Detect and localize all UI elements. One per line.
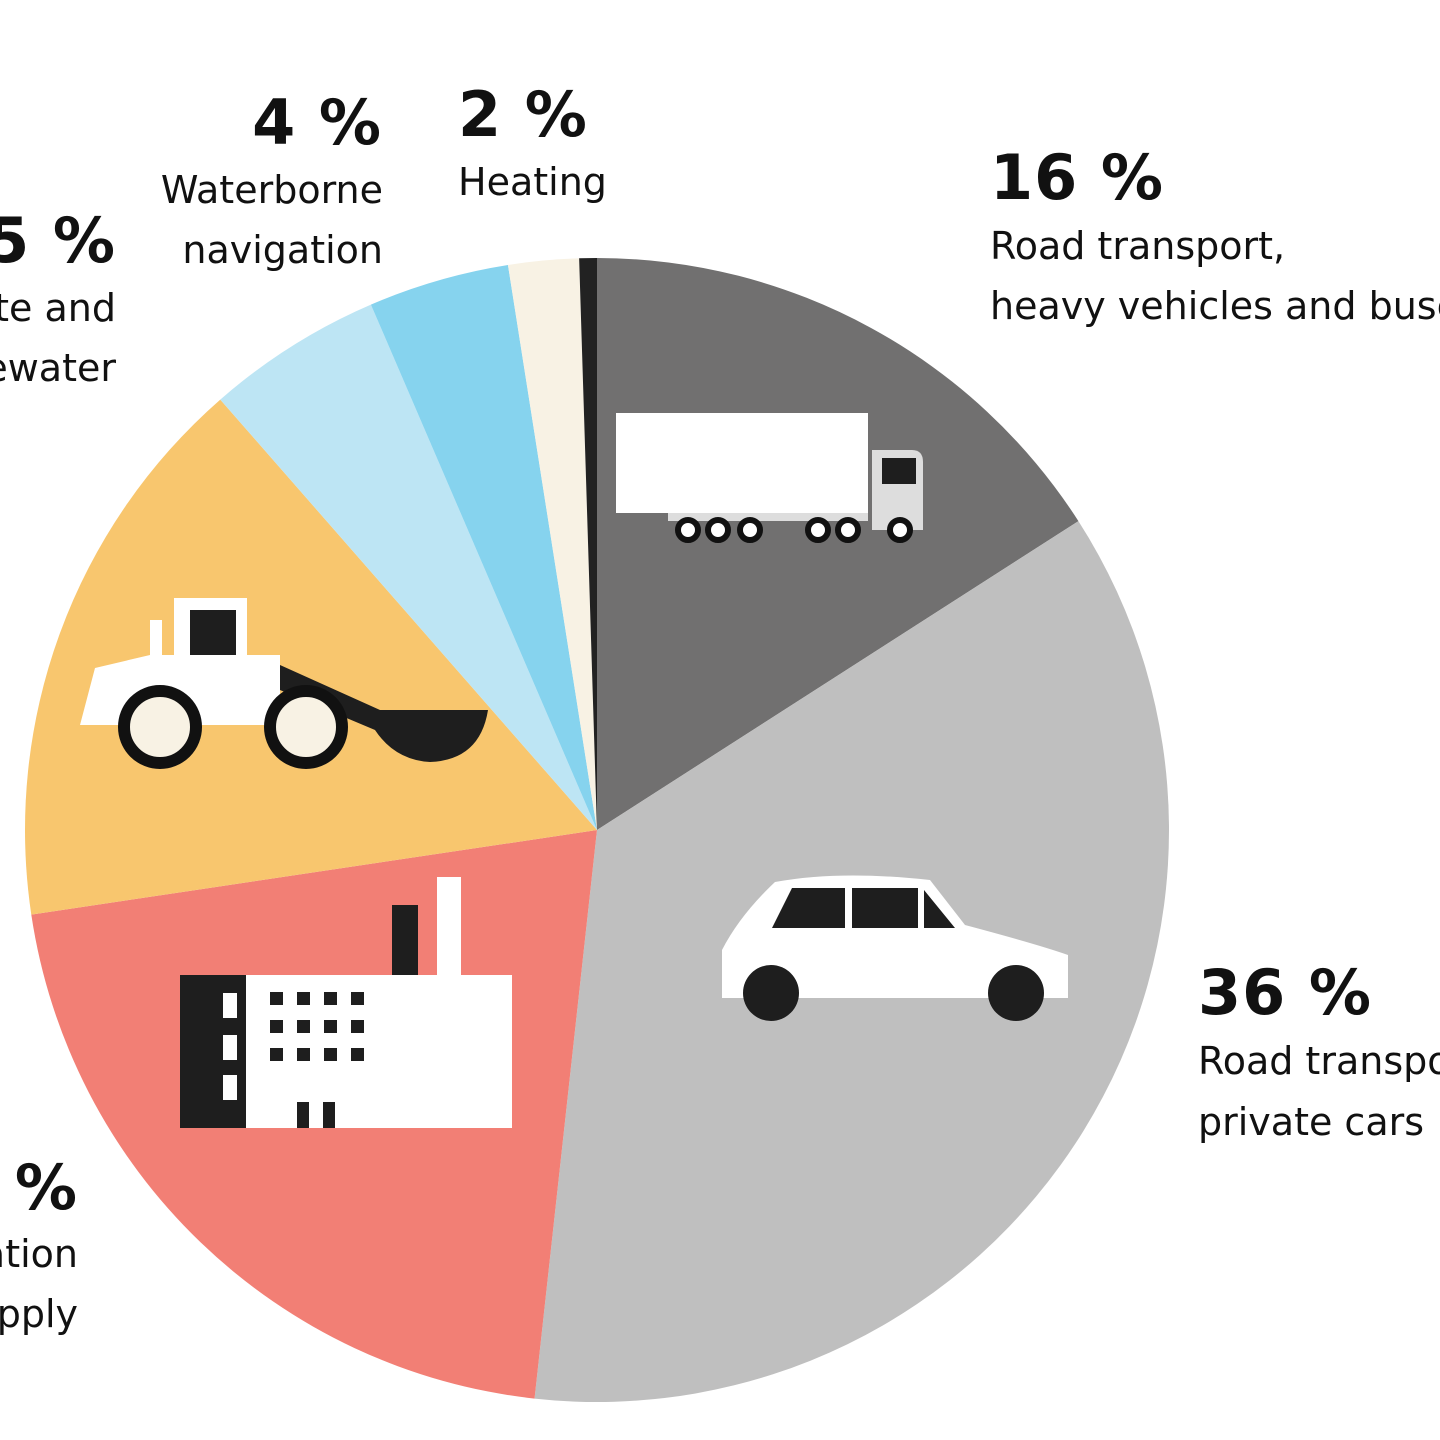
energy-label-2: pply xyxy=(0,1292,78,1336)
waterborne-label-2: navigation xyxy=(182,228,383,272)
cars-label-2: private cars xyxy=(1198,1100,1425,1144)
truck-icon xyxy=(616,413,923,543)
pie-slice-waterborne xyxy=(370,264,597,830)
factory-window xyxy=(270,1020,283,1033)
heating-label: Heating xyxy=(458,160,607,204)
factory-window xyxy=(270,992,283,1005)
waste-label-2: ewater xyxy=(0,346,116,390)
factory-window xyxy=(297,1048,310,1061)
cars-label-1: Road transpo xyxy=(1198,1039,1440,1083)
factory-window xyxy=(270,1048,283,1061)
heavy-label-2: heavy vehicles and buse xyxy=(990,284,1440,328)
factory-window xyxy=(351,1048,364,1061)
heavy-label-1: Road transport, xyxy=(990,224,1286,268)
wheel-loader-icon xyxy=(80,598,488,769)
energy-pct: % xyxy=(14,1151,78,1224)
pie-slice-waste xyxy=(220,304,597,830)
factory-window xyxy=(297,992,310,1005)
factory-window xyxy=(324,1048,337,1061)
waste-label-1: te and xyxy=(0,286,116,330)
factory-window xyxy=(297,1020,310,1033)
heavy-pct: 16 % xyxy=(990,141,1164,214)
factory-window xyxy=(324,992,337,1005)
waterborne-pct: 4 % xyxy=(252,86,382,159)
factory-window xyxy=(324,1020,337,1033)
pie-slice-heating xyxy=(507,258,597,831)
pie-slice-machinery xyxy=(24,399,597,915)
pie-slice-heavy xyxy=(597,258,1079,830)
factory-icon xyxy=(180,877,512,1128)
energy-label-1: ation xyxy=(0,1232,78,1276)
pie-slice-other xyxy=(579,258,597,830)
heating-pct: 2 % xyxy=(458,78,588,151)
waste-pct: 5 % xyxy=(0,204,116,277)
factory-window xyxy=(351,992,364,1005)
factory-window xyxy=(351,1020,364,1033)
car-icon xyxy=(722,875,1068,1021)
cars-pct: 36 % xyxy=(1198,956,1372,1029)
waterborne-label-1: Waterborne xyxy=(160,168,383,212)
